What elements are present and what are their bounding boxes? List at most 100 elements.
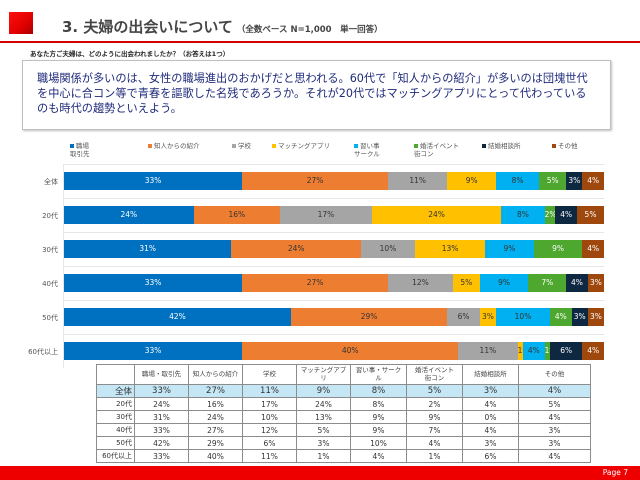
bar-segment: 9% <box>447 172 496 190</box>
table-cell: 1% <box>406 449 463 463</box>
legend-label: 知人からの紹介 <box>154 142 200 150</box>
legend-swatch <box>148 144 152 148</box>
bar-segment: 2% <box>544 206 557 224</box>
table-cell: 12% <box>242 423 297 437</box>
bar-segment: 33% <box>64 342 243 360</box>
stacked-bar-chart: 職場 取引先 知人からの紹介 学校 マッチングアプリ 習い事 サークル 婚活イベント 街コ… <box>22 138 611 368</box>
legend-item: 結婚相談所 <box>482 142 521 150</box>
bar-segment: 3% <box>587 274 604 292</box>
table-row-label: 60代以上 <box>96 449 135 463</box>
chart-legend: 職場 取引先 知人からの紹介 学校 マッチングアプリ 習い事 サークル 婚活イベント 街コ… <box>22 142 611 164</box>
page-title: 3. 夫婦の出会いについて （全数ベース N=1,000 単一回答） <box>62 16 383 37</box>
table-cell: 5% <box>518 397 591 411</box>
bar-segment: 11% <box>388 172 448 190</box>
table-cell: 24% <box>296 397 351 411</box>
table-cell: 13% <box>296 410 351 424</box>
legend-label: 婚活イベント 街コン <box>414 142 459 158</box>
table-column-header: 結婚相談所 <box>462 364 519 385</box>
bar-segment: 12% <box>388 274 453 292</box>
data-table: 職場・取引先 知人からの紹介 学校 マッチングアプリ 習い事・サークル 婚活イベント 街コ… <box>96 364 591 463</box>
table-column-header: マッチングアプリ <box>296 364 351 385</box>
table-cell: 33% <box>134 449 189 463</box>
table-cell: 40% <box>188 449 243 463</box>
bar-segment: 11% <box>458 342 518 360</box>
table-cell: 0% <box>462 410 519 424</box>
legend-item: 職場 取引先 <box>70 142 90 158</box>
legend-swatch <box>552 144 556 148</box>
table-cell: 10% <box>350 436 407 450</box>
table-row: 30代 31% 24% 10% 13% 9% 9% 0% 4% <box>96 410 591 424</box>
legend-label: 学校 <box>238 142 251 150</box>
bar-segment: 42% <box>64 308 291 326</box>
table-cell: 10% <box>242 410 297 424</box>
table-cell: 4% <box>518 410 591 424</box>
table-cell: 4% <box>462 423 519 437</box>
bar-segment: 3% <box>587 308 604 326</box>
bar-segment: 5% <box>577 206 604 224</box>
page-number: Page 7 <box>602 468 628 477</box>
legend-swatch <box>482 144 486 148</box>
legend-label: 習い事 サークル <box>354 142 380 158</box>
table-column-header: 学校 <box>242 364 297 385</box>
bar-segment: 9% <box>533 240 583 258</box>
legend-swatch <box>70 144 74 148</box>
table-cell: 4% <box>406 436 463 450</box>
table-cell: 3% <box>462 436 519 450</box>
comment-box: 職場関係が多いのは、女性の職場進出のおかげだと思われる。60代で「知人からの紹介… <box>22 60 611 130</box>
table-cell: 42% <box>134 436 189 450</box>
row-grid-line <box>64 300 604 301</box>
bar-segment: 7% <box>528 274 567 292</box>
table-column-header: 習い事・サークル <box>350 364 407 385</box>
table-cell: 29% <box>188 436 243 450</box>
legend-swatch <box>272 144 276 148</box>
table-cell: 11% <box>242 449 297 463</box>
table-cell: 9% <box>406 410 463 424</box>
table-cell: 9% <box>350 410 407 424</box>
table-cell: 27% <box>188 423 243 437</box>
table-cell: 33% <box>134 423 189 437</box>
legend-label: 結婚相談所 <box>488 142 521 150</box>
legend-swatch <box>354 144 358 148</box>
table-row: 20代 24% 16% 17% 24% 8% 2% 4% 5% <box>96 397 591 411</box>
header-divider <box>0 41 640 43</box>
table-corner <box>96 364 135 385</box>
y-axis-line <box>63 164 64 368</box>
table-cell: 24% <box>134 397 189 411</box>
table-row-label: 30代 <box>96 410 135 424</box>
row-grid-line <box>64 198 604 199</box>
bar-segment: 8% <box>501 206 545 224</box>
table-row: 60代以上 33% 40% 11% 1% 4% 1% 6% 4% <box>96 449 591 463</box>
table-cell: 8% <box>350 397 407 411</box>
legend-label: その他 <box>558 142 578 150</box>
table-cell: 3% <box>518 423 591 437</box>
bar-segment: 33% <box>64 172 243 190</box>
table-cell: 24% <box>188 410 243 424</box>
page-subtitle: （全数ベース N=1,000 単一回答） <box>236 25 383 35</box>
table-cell: 4% <box>518 449 591 463</box>
bar-segment: 17% <box>280 206 372 224</box>
bar-segment: 8% <box>496 172 540 190</box>
row-grid-line <box>64 164 604 165</box>
row-grid-line <box>64 232 604 233</box>
bar-segment: 40% <box>242 342 459 360</box>
category-label: 20代 <box>42 212 58 220</box>
table-cell: 17% <box>242 397 297 411</box>
table-cell: 1% <box>296 449 351 463</box>
bar-segment: 5% <box>452 274 480 292</box>
header-red-block <box>9 12 33 34</box>
comment-text: 職場関係が多いのは、女性の職場進出のおかげだと思われる。60代で「知人からの紹介… <box>37 72 588 115</box>
bar-segment: 6% <box>447 308 480 326</box>
bar-segment: 4% <box>550 308 572 326</box>
table-row: 全体 33% 27% 11% 9% 8% 5% 3% 4% <box>96 384 591 398</box>
table-cell: 2% <box>406 397 463 411</box>
row-grid-line <box>64 266 604 267</box>
bar-segment: 27% <box>242 172 388 190</box>
bar-segment: 16% <box>193 206 280 224</box>
bar-segment: 3% <box>571 308 588 326</box>
category-label: 50代 <box>42 314 58 322</box>
legend-item: 習い事 サークル <box>354 142 380 158</box>
table-cell: 6% <box>242 436 297 450</box>
table-cell: 3% <box>462 384 519 398</box>
legend-item: マッチングアプリ <box>272 142 330 150</box>
table-row-label: 全体 <box>96 384 135 398</box>
